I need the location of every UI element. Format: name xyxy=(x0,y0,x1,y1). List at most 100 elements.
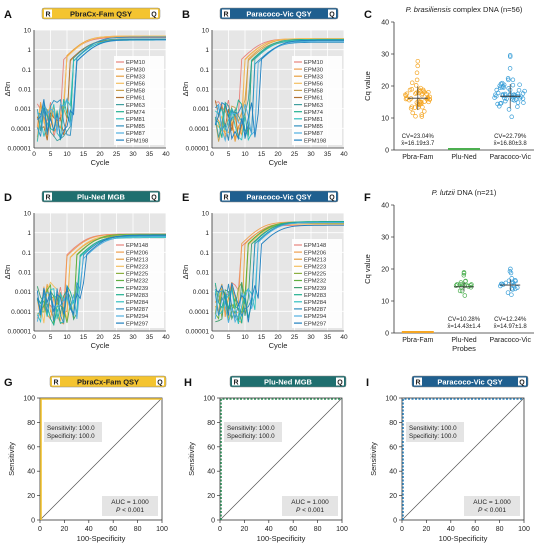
sensitivity-box-bg xyxy=(406,422,464,442)
ytick-label: 0.01 xyxy=(18,87,31,94)
xtick-label: 30 xyxy=(307,151,315,158)
H-probe-banner: R Q Plu-Ned MGB xyxy=(229,375,347,388)
diagonal-reference xyxy=(401,397,525,521)
legend-entry: EPM225 xyxy=(304,272,326,278)
legend-entry: EPM61 xyxy=(304,96,323,102)
legend-entry: EPM297 xyxy=(126,321,148,327)
ytick-label: 0.00001 xyxy=(8,146,32,153)
data-point xyxy=(418,85,423,91)
xtick-label: 0 xyxy=(210,334,214,341)
legend-entry: EPM232 xyxy=(304,279,326,285)
xtick-label: 20 xyxy=(274,334,282,341)
sensitivity-text: Sensitivity: 100.0 xyxy=(47,425,95,432)
legend-entry: EPM81 xyxy=(126,117,145,123)
cv-label: CV=10.28% xyxy=(448,317,481,323)
data-point xyxy=(468,285,474,290)
xtick-label: 25 xyxy=(113,151,121,158)
ytick-label: 40 xyxy=(381,203,389,210)
ytick-label: 0.0001 xyxy=(189,126,209,133)
category-label: Pbra-Fam xyxy=(402,154,433,161)
banner-q-tag: Q xyxy=(337,380,343,387)
banner-r-tag: R xyxy=(45,195,50,202)
banner-r-box xyxy=(222,9,230,18)
data-point xyxy=(413,83,419,88)
legend-entry: EPM284 xyxy=(304,300,327,306)
xtick-label: 80 xyxy=(496,526,504,533)
xtick-label: 60 xyxy=(109,526,117,533)
ytick-label: 0.001 xyxy=(193,106,210,113)
amplification-curve xyxy=(214,39,344,141)
banner-r-box xyxy=(44,192,52,201)
data-point xyxy=(404,91,410,96)
roc-curve xyxy=(40,398,162,520)
legend-entry: EPM198 xyxy=(304,138,326,144)
y-axis-label: Cq value xyxy=(363,71,372,101)
ytick-label: 0.00001 xyxy=(186,146,210,153)
legend-entry: EPM58 xyxy=(126,89,145,95)
ytick-label: 0.001 xyxy=(193,289,210,296)
ytick-label: 80 xyxy=(207,420,215,427)
ytick-label: 0.00001 xyxy=(8,329,32,336)
legend-entry: EPM33 xyxy=(304,74,323,80)
legend-entry: EPM63 xyxy=(126,103,145,109)
mean-label: x̄=14.97±1.8 xyxy=(494,324,528,330)
banner-q-tag: Q xyxy=(151,12,157,19)
data-point xyxy=(413,91,418,96)
xtick-label: 100 xyxy=(156,526,168,533)
legend-entry: EPM206 xyxy=(304,250,326,256)
legend-entry: EPM56 xyxy=(126,82,145,88)
amplification-curve xyxy=(36,235,166,327)
data-point xyxy=(503,93,508,98)
xtick-label: 0 xyxy=(400,526,404,533)
data-point xyxy=(415,63,420,69)
xtick-label: 5 xyxy=(49,151,53,158)
diagonal-reference xyxy=(219,397,343,521)
data-point xyxy=(509,114,514,120)
cv-label: CV=23.04% xyxy=(402,134,435,140)
xtick-label: 25 xyxy=(291,334,299,341)
title-italic: P. brasiliensis xyxy=(406,5,452,14)
ytick-label: 0 xyxy=(385,148,389,155)
ytick-label: 100 xyxy=(23,396,35,403)
ytick-label: 0.001 xyxy=(15,289,32,296)
cv-label: CV=22.79% xyxy=(494,134,527,140)
data-point xyxy=(408,106,414,111)
data-point xyxy=(468,283,473,288)
panel-letter-F: F xyxy=(364,192,371,204)
auc-text: AUC = 1.000 xyxy=(291,499,329,506)
banner-r-box xyxy=(44,9,52,18)
panel-letter-G: G xyxy=(4,377,13,389)
legend-entry: EPM287 xyxy=(304,307,326,313)
xtick-label: 15 xyxy=(80,334,88,341)
banner-bg xyxy=(219,190,339,203)
p-symbol: P xyxy=(296,507,301,514)
data-point xyxy=(494,93,499,99)
ytick-label: 10 xyxy=(202,211,210,218)
banner-r-tag: R xyxy=(415,380,420,387)
ytick-label: 0.1 xyxy=(200,67,209,74)
xtick-label: 60 xyxy=(289,526,297,533)
panel-title: P. lutzii DNA (n=21) xyxy=(432,188,497,197)
legend: EPM148EPM206EPM213EPM223EPM225EPM232EPM2… xyxy=(292,239,342,328)
ytick-label: 0.01 xyxy=(196,270,209,277)
data-point xyxy=(506,107,512,112)
banner-r-tag: R xyxy=(53,380,58,387)
banner-bg xyxy=(219,7,339,20)
ytick-label: 1 xyxy=(205,47,209,54)
xtick-label: 0 xyxy=(210,151,214,158)
specificity-text: Specificity: 100.0 xyxy=(227,433,275,440)
data-point xyxy=(521,100,526,105)
legend-entry: EPM283 xyxy=(126,293,148,299)
ytick-label: 20 xyxy=(27,493,35,500)
xtick-label: 20 xyxy=(61,526,69,533)
data-point xyxy=(413,114,418,119)
data-point xyxy=(516,87,522,93)
p-value-text: P < 0.001 xyxy=(478,507,506,514)
banner-bg xyxy=(49,375,167,388)
legend-entry: EPM30 xyxy=(304,67,323,73)
cv-label: CV=12.24% xyxy=(494,317,527,323)
